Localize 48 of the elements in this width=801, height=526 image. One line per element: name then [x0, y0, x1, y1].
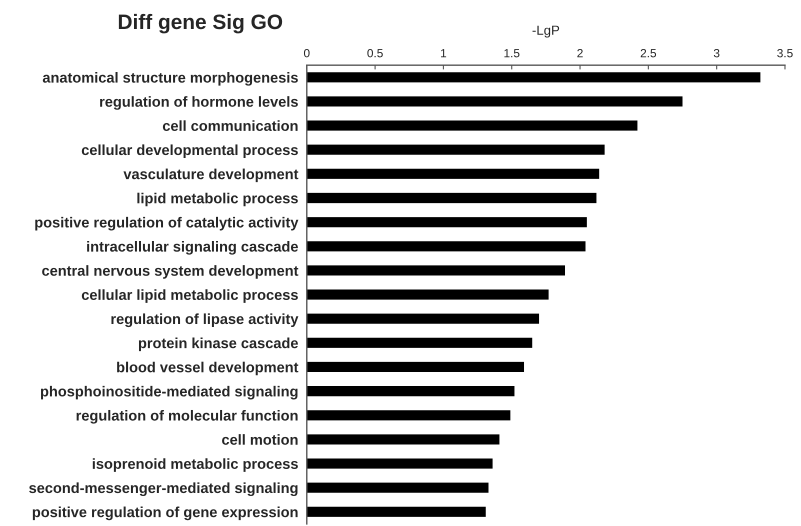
y-tick-label: protein kinase cascade	[138, 338, 298, 352]
bar	[306, 410, 510, 420]
bar	[306, 168, 600, 179]
bar	[306, 96, 683, 107]
bar	[306, 265, 566, 276]
y-tick-label: blood vessel development	[117, 362, 298, 376]
y-tick-label: intracellular signaling cascade	[87, 240, 298, 255]
bar	[306, 386, 514, 396]
x-tick-label: 1	[441, 49, 446, 58]
bar	[306, 192, 596, 204]
bar	[306, 72, 760, 82]
x-tick-label: 0	[304, 48, 310, 58]
bar	[306, 120, 638, 131]
bar	[306, 217, 587, 228]
y-tick-label: anatomical structure morphogenesis	[42, 72, 298, 86]
y-tick-label: vasculature development	[123, 168, 298, 182]
y-tick-label: positive regulation of catalytic activity	[35, 216, 298, 231]
x-axis-title: -LgP	[532, 26, 560, 38]
y-tick-label: regulation of molecular function	[76, 410, 298, 424]
x-tick-label: 3.5	[777, 48, 793, 58]
y-tick-label: regulation of lipase activity	[111, 313, 298, 328]
bar	[306, 241, 586, 252]
y-tick-label: isoprenoid metabolic process	[92, 458, 298, 472]
bar	[306, 482, 488, 493]
bar	[306, 289, 549, 300]
y-tick-label: cellular developmental process	[82, 144, 298, 158]
bar	[306, 506, 486, 517]
chart-title: Diff gene Sig GO	[118, 14, 282, 34]
x-tick-label: 2.5	[640, 48, 656, 58]
bar	[306, 362, 524, 372]
x-tick-label: 1.5	[504, 49, 520, 58]
y-tick-label: second-messenger-mediated signaling	[29, 482, 298, 496]
x-tick-label: 0.5	[367, 48, 383, 58]
bar	[306, 144, 605, 155]
y-tick-label: cell motion	[222, 434, 298, 445]
x-tick-label: 2	[577, 48, 583, 58]
bar	[306, 434, 500, 444]
y-tick-label: cell communication	[162, 120, 298, 132]
bar	[306, 338, 532, 348]
x-tick-label: 3	[714, 48, 720, 58]
y-tick-label: phosphoinositide-mediated signaling	[40, 386, 298, 400]
y-tick-label: lipid metabolic process	[137, 192, 298, 206]
y-tick-label: positive regulation of gene expression	[32, 506, 298, 520]
bar	[306, 314, 540, 324]
y-tick-label: central nervous system development	[42, 265, 298, 279]
bar	[306, 458, 493, 469]
y-tick-label: cellular lipid metabolic process	[82, 289, 298, 303]
y-tick-label: regulation of hormone levels	[100, 96, 298, 110]
